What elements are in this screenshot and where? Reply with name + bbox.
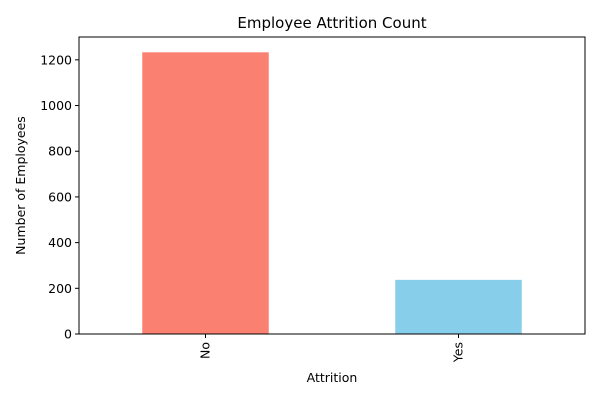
plot-frame — [78, 36, 586, 335]
bar-no — [142, 52, 269, 335]
y-tick-label: 1000 — [40, 98, 72, 113]
y-tick-label: 800 — [48, 144, 72, 159]
y-tick-label: 0 — [64, 327, 72, 342]
x-tick-label: No — [198, 342, 213, 359]
y-tick-label: 600 — [48, 189, 72, 204]
bar-yes — [395, 279, 522, 334]
x-tick-label: Yes — [451, 342, 466, 363]
bars-group — [142, 52, 522, 335]
x-axis-label: Attrition — [307, 370, 358, 385]
y-axis-label: Number of Employees — [13, 116, 28, 255]
y-tick-label: 1200 — [40, 52, 72, 67]
y-tick-label: 200 — [48, 281, 72, 296]
x-axis: No Yes — [198, 334, 466, 363]
chart-title: Employee Attrition Count — [237, 14, 426, 32]
y-tick-label: 400 — [48, 235, 72, 250]
y-axis: 0 200 400 600 800 1000 1200 — [40, 52, 79, 342]
